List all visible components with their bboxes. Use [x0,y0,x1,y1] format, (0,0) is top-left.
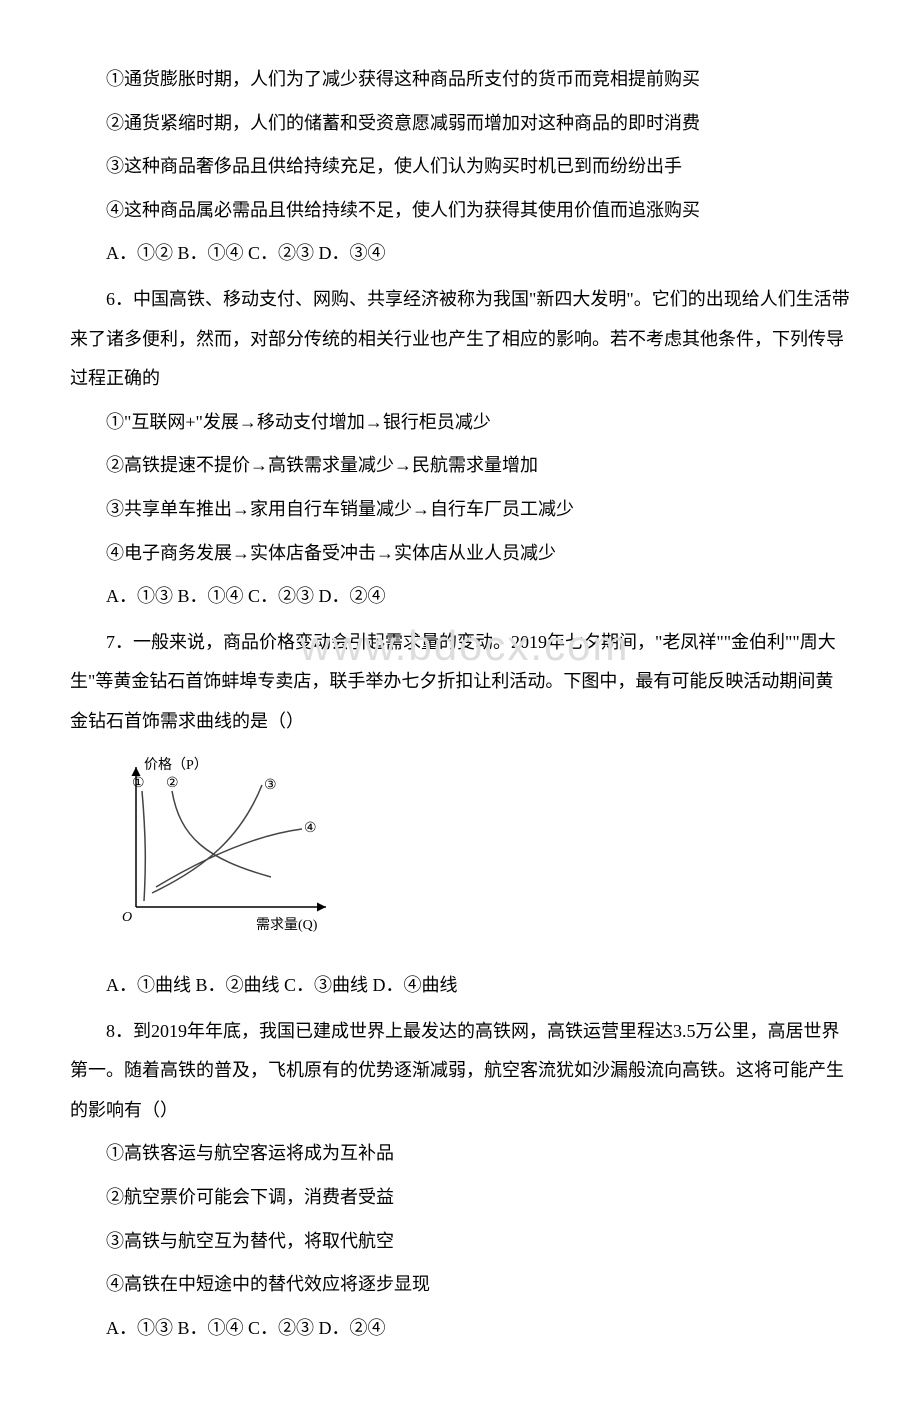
q5-options: A．①② B．①④ C．②③ D．③④ [70,234,850,274]
q7-demand-chart: 价格（P） 需求量(Q) O ① ② ③ ④ [106,752,850,957]
q5-statement-4: ④这种商品属必需品且供给持续不足，使人们为获得其使用价值而追涨购买 [70,191,850,231]
svg-text:价格（P）: 价格（P） [144,757,208,773]
q6-statement-2: ②高铁提速不提价→高铁需求量减少→民航需求量增加 [70,446,850,486]
q5-statement-3: ③这种商品奢侈品且供给持续充足，使人们认为购买时机已到而纷纷出手 [70,147,850,187]
q7-options: A．①曲线 B．②曲线 C．③曲线 D．④曲线 [70,966,850,1006]
q8-statement-2: ②航空票价可能会下调，消费者受益 [70,1178,850,1218]
q8-statement-1: ①高铁客运与航空客运将成为互补品 [70,1134,850,1174]
svg-text:④: ④ [304,821,317,836]
svg-text:需求量(Q): 需求量(Q) [256,917,318,933]
q6-stem: 6．中国高铁、移动支付、网购、共享经济被称为我国"新四大发明"。它们的出现给人们… [70,280,850,399]
q6-statement-3: ③共享单车推出→家用自行车销量减少→自行车厂员工减少 [70,490,850,530]
question-7: 7．一般来说，商品价格变动会引起需求量的变动。2019年七夕期间，"老凤祥""金… [70,623,850,1006]
q5-statement-1: ①通货膨胀时期，人们为了减少获得这种商品所支付的货币而竞相提前购买 [70,60,850,100]
q8-statement-4: ④高铁在中短途中的替代效应将逐步显现 [70,1265,850,1305]
q8-options: A．①③ B．①④ C．②③ D．②④ [70,1309,850,1349]
q8-statement-3: ③高铁与航空互为替代，将取代航空 [70,1222,850,1262]
question-8: 8．到2019年年底，我国已建成世界上最发达的高铁网，高铁运营里程达3.5万公里… [70,1012,850,1349]
q6-statement-1: ①"互联网+"发展→移动支付增加→银行柜员减少 [70,403,850,443]
demand-curve-chart-svg: 价格（P） 需求量(Q) O ① ② ③ ④ [106,752,346,942]
q7-stem: 7．一般来说，商品价格变动会引起需求量的变动。2019年七夕期间，"老凤祥""金… [70,623,850,742]
q5-statement-2: ②通货紧缩时期，人们的储蓄和受资意愿减弱而增加对这种商品的即时消费 [70,104,850,144]
question-6: 6．中国高铁、移动支付、网购、共享经济被称为我国"新四大发明"。它们的出现给人们… [70,280,850,617]
svg-text:O: O [122,910,132,925]
svg-text:③: ③ [264,778,277,793]
svg-text:①: ① [132,776,145,791]
q8-stem: 8．到2019年年底，我国已建成世界上最发达的高铁网，高铁运营里程达3.5万公里… [70,1012,850,1131]
svg-text:②: ② [166,776,179,791]
q6-options: A．①③ B．①④ C．②③ D．②④ [70,577,850,617]
question-5-statements: ①通货膨胀时期，人们为了减少获得这种商品所支付的货币而竞相提前购买 ②通货紧缩时… [70,60,850,274]
q6-statement-4: ④电子商务发展→实体店备受冲击→实体店从业人员减少 [70,534,850,574]
